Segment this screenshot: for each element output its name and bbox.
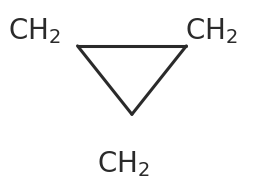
Text: CH$_2$: CH$_2$ <box>185 17 238 46</box>
Text: CH$_2$: CH$_2$ <box>97 149 149 179</box>
Text: CH$_2$: CH$_2$ <box>8 17 61 46</box>
